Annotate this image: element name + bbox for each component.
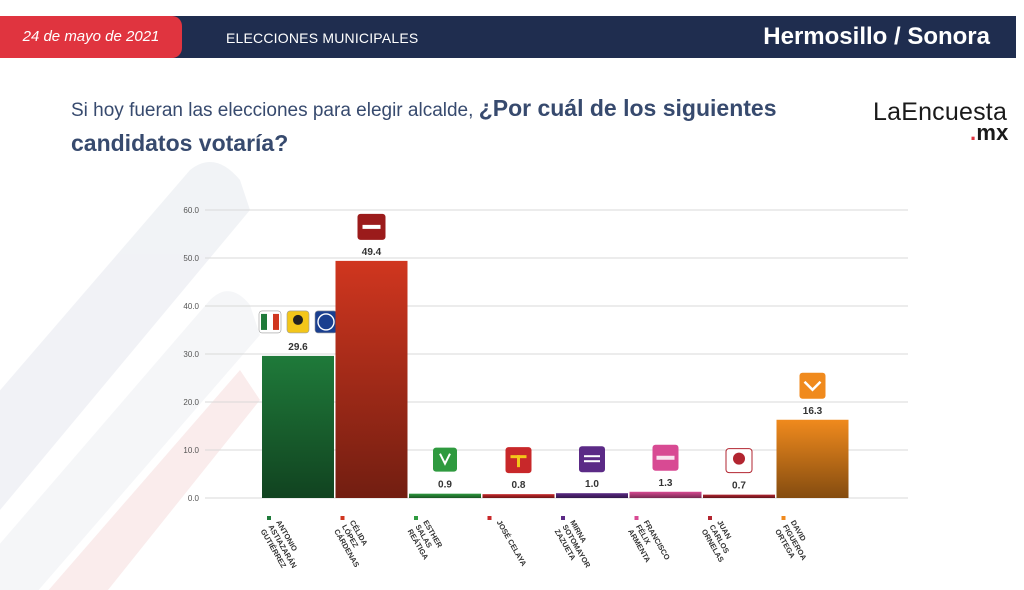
category-marker bbox=[340, 516, 345, 520]
pan-ring bbox=[317, 313, 335, 331]
bar bbox=[409, 493, 481, 498]
value-label: 0.9 bbox=[438, 480, 452, 491]
value-label: 1.3 bbox=[659, 478, 673, 489]
pes-line-2 bbox=[584, 460, 600, 463]
logo-dot: . bbox=[970, 120, 977, 145]
logo-mx: mx bbox=[976, 120, 1009, 145]
morena-bar bbox=[362, 224, 381, 229]
value-label: 16.3 bbox=[803, 406, 823, 417]
y-tick-label: 20.0 bbox=[183, 398, 199, 407]
prd-sun bbox=[293, 314, 303, 325]
category-marker bbox=[634, 516, 639, 520]
value-label: 0.8 bbox=[512, 480, 526, 491]
category-marker bbox=[561, 516, 565, 520]
pri-stripe-green bbox=[261, 313, 267, 330]
background-decoration bbox=[0, 162, 260, 590]
verde-mark bbox=[439, 453, 451, 466]
y-tick-label: 50.0 bbox=[183, 254, 199, 263]
category-marker bbox=[487, 516, 492, 520]
fxm-bar bbox=[656, 455, 675, 460]
category-marker bbox=[267, 516, 271, 520]
date-badge: 24 de mayo de 2021 bbox=[0, 16, 182, 58]
bar bbox=[703, 494, 775, 498]
y-tick-label: 60.0 bbox=[183, 206, 199, 215]
y-tick-label: 40.0 bbox=[183, 302, 199, 311]
bar bbox=[776, 419, 849, 498]
rsp-mark bbox=[733, 452, 745, 465]
pri-stripe-red bbox=[273, 313, 279, 330]
category-marker bbox=[414, 516, 418, 520]
category-marker bbox=[708, 516, 712, 520]
pes-line-1 bbox=[584, 455, 600, 458]
question-title: Si hoy fueran las elecciones para elegir… bbox=[71, 92, 861, 159]
party-logo-pes bbox=[579, 446, 605, 473]
party-logo-verde bbox=[433, 447, 457, 472]
y-tick-label: 10.0 bbox=[183, 446, 199, 455]
category-marker bbox=[781, 516, 786, 520]
y-tick-label: 0.0 bbox=[188, 494, 200, 503]
logo-suffix: .mx bbox=[970, 120, 1009, 146]
category-label-line: JOSÉ CELAYA bbox=[495, 519, 529, 569]
value-label: 1.0 bbox=[585, 479, 599, 490]
location-title: Hermosillo / Sonora bbox=[763, 23, 990, 50]
category-label: JOSÉ CELAYA bbox=[495, 519, 529, 569]
bar bbox=[482, 494, 555, 498]
pt-bar-stem bbox=[517, 455, 520, 468]
rsp-border bbox=[725, 448, 753, 474]
party-logo-mc bbox=[799, 372, 826, 399]
question-part-2: ¿Por cuál de los siguientes candidatos v… bbox=[71, 95, 777, 156]
bar bbox=[556, 493, 628, 498]
bar bbox=[335, 260, 408, 498]
logo-main: LaEncuesta bbox=[873, 98, 1008, 126]
y-tick-label: 30.0 bbox=[183, 350, 199, 359]
value-label: 29.6 bbox=[288, 342, 308, 353]
value-label: 49.4 bbox=[362, 247, 382, 258]
bar bbox=[262, 355, 334, 498]
bar bbox=[629, 491, 702, 498]
question-part-1: Si hoy fueran las elecciones para elegir… bbox=[71, 100, 479, 121]
section-title: ELECCIONES MUNICIPALES bbox=[226, 30, 419, 46]
mc-bird bbox=[803, 380, 822, 392]
value-label: 0.7 bbox=[732, 481, 746, 492]
brand-logo: LaEncuesta .mx bbox=[873, 98, 1008, 145]
